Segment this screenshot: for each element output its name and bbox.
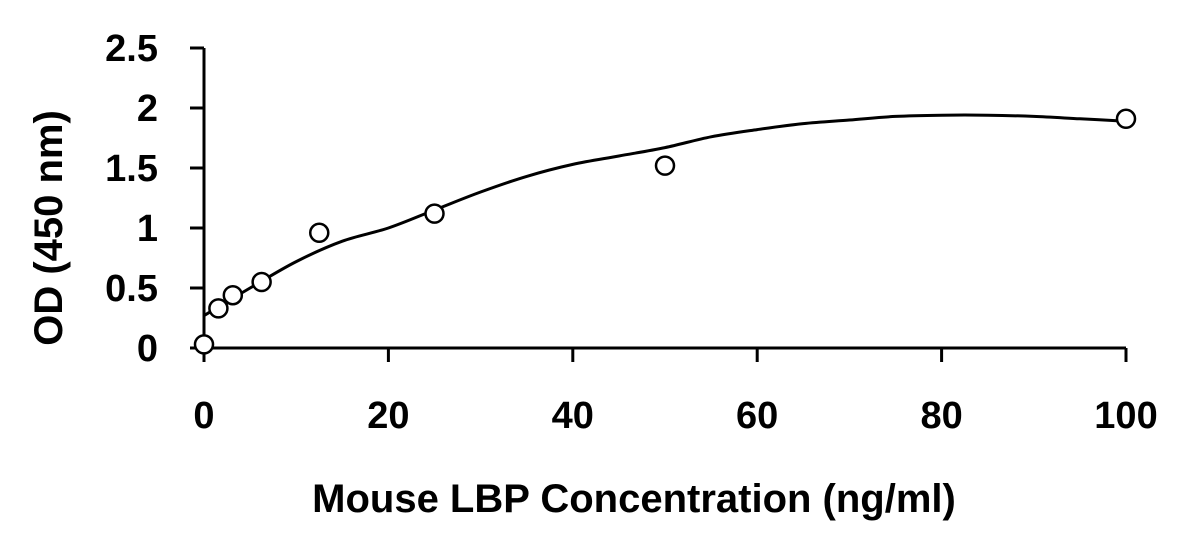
y-axis-title: OD (450 nm) xyxy=(27,110,71,346)
x-tick-label: 20 xyxy=(367,395,409,437)
x-tick-label: 80 xyxy=(920,395,962,437)
fit-curve xyxy=(203,113,1127,317)
data-point xyxy=(222,284,244,306)
x-tick-label: 60 xyxy=(736,395,778,437)
x-tick-label: 0 xyxy=(193,395,214,437)
data-point xyxy=(309,222,330,244)
y-tick-label: 2.5 xyxy=(105,28,158,70)
y-tick-label: 2 xyxy=(137,88,158,130)
data-point xyxy=(193,334,215,355)
y-tick-label: 0 xyxy=(137,328,158,370)
data-point xyxy=(654,155,676,176)
y-tick-label: 1.5 xyxy=(105,148,158,190)
x-axis-title: Mouse LBP Concentration (ng/ml) xyxy=(312,477,956,521)
y-tick-label: 0.5 xyxy=(105,268,158,310)
axes xyxy=(202,48,1126,350)
data-point xyxy=(424,203,445,224)
x-tick-label: 100 xyxy=(1094,395,1157,437)
ticks xyxy=(190,46,1128,362)
data-point xyxy=(208,298,229,319)
data-point xyxy=(251,271,272,293)
x-tick-label: 40 xyxy=(552,395,594,437)
data-point xyxy=(1115,108,1137,130)
data-points xyxy=(193,108,1137,355)
tick-labels: 0 0.5 1 1.5 2 2.5 0 20 40 60 80 100 xyxy=(105,28,1158,437)
y-tick-label: 1 xyxy=(137,208,158,250)
